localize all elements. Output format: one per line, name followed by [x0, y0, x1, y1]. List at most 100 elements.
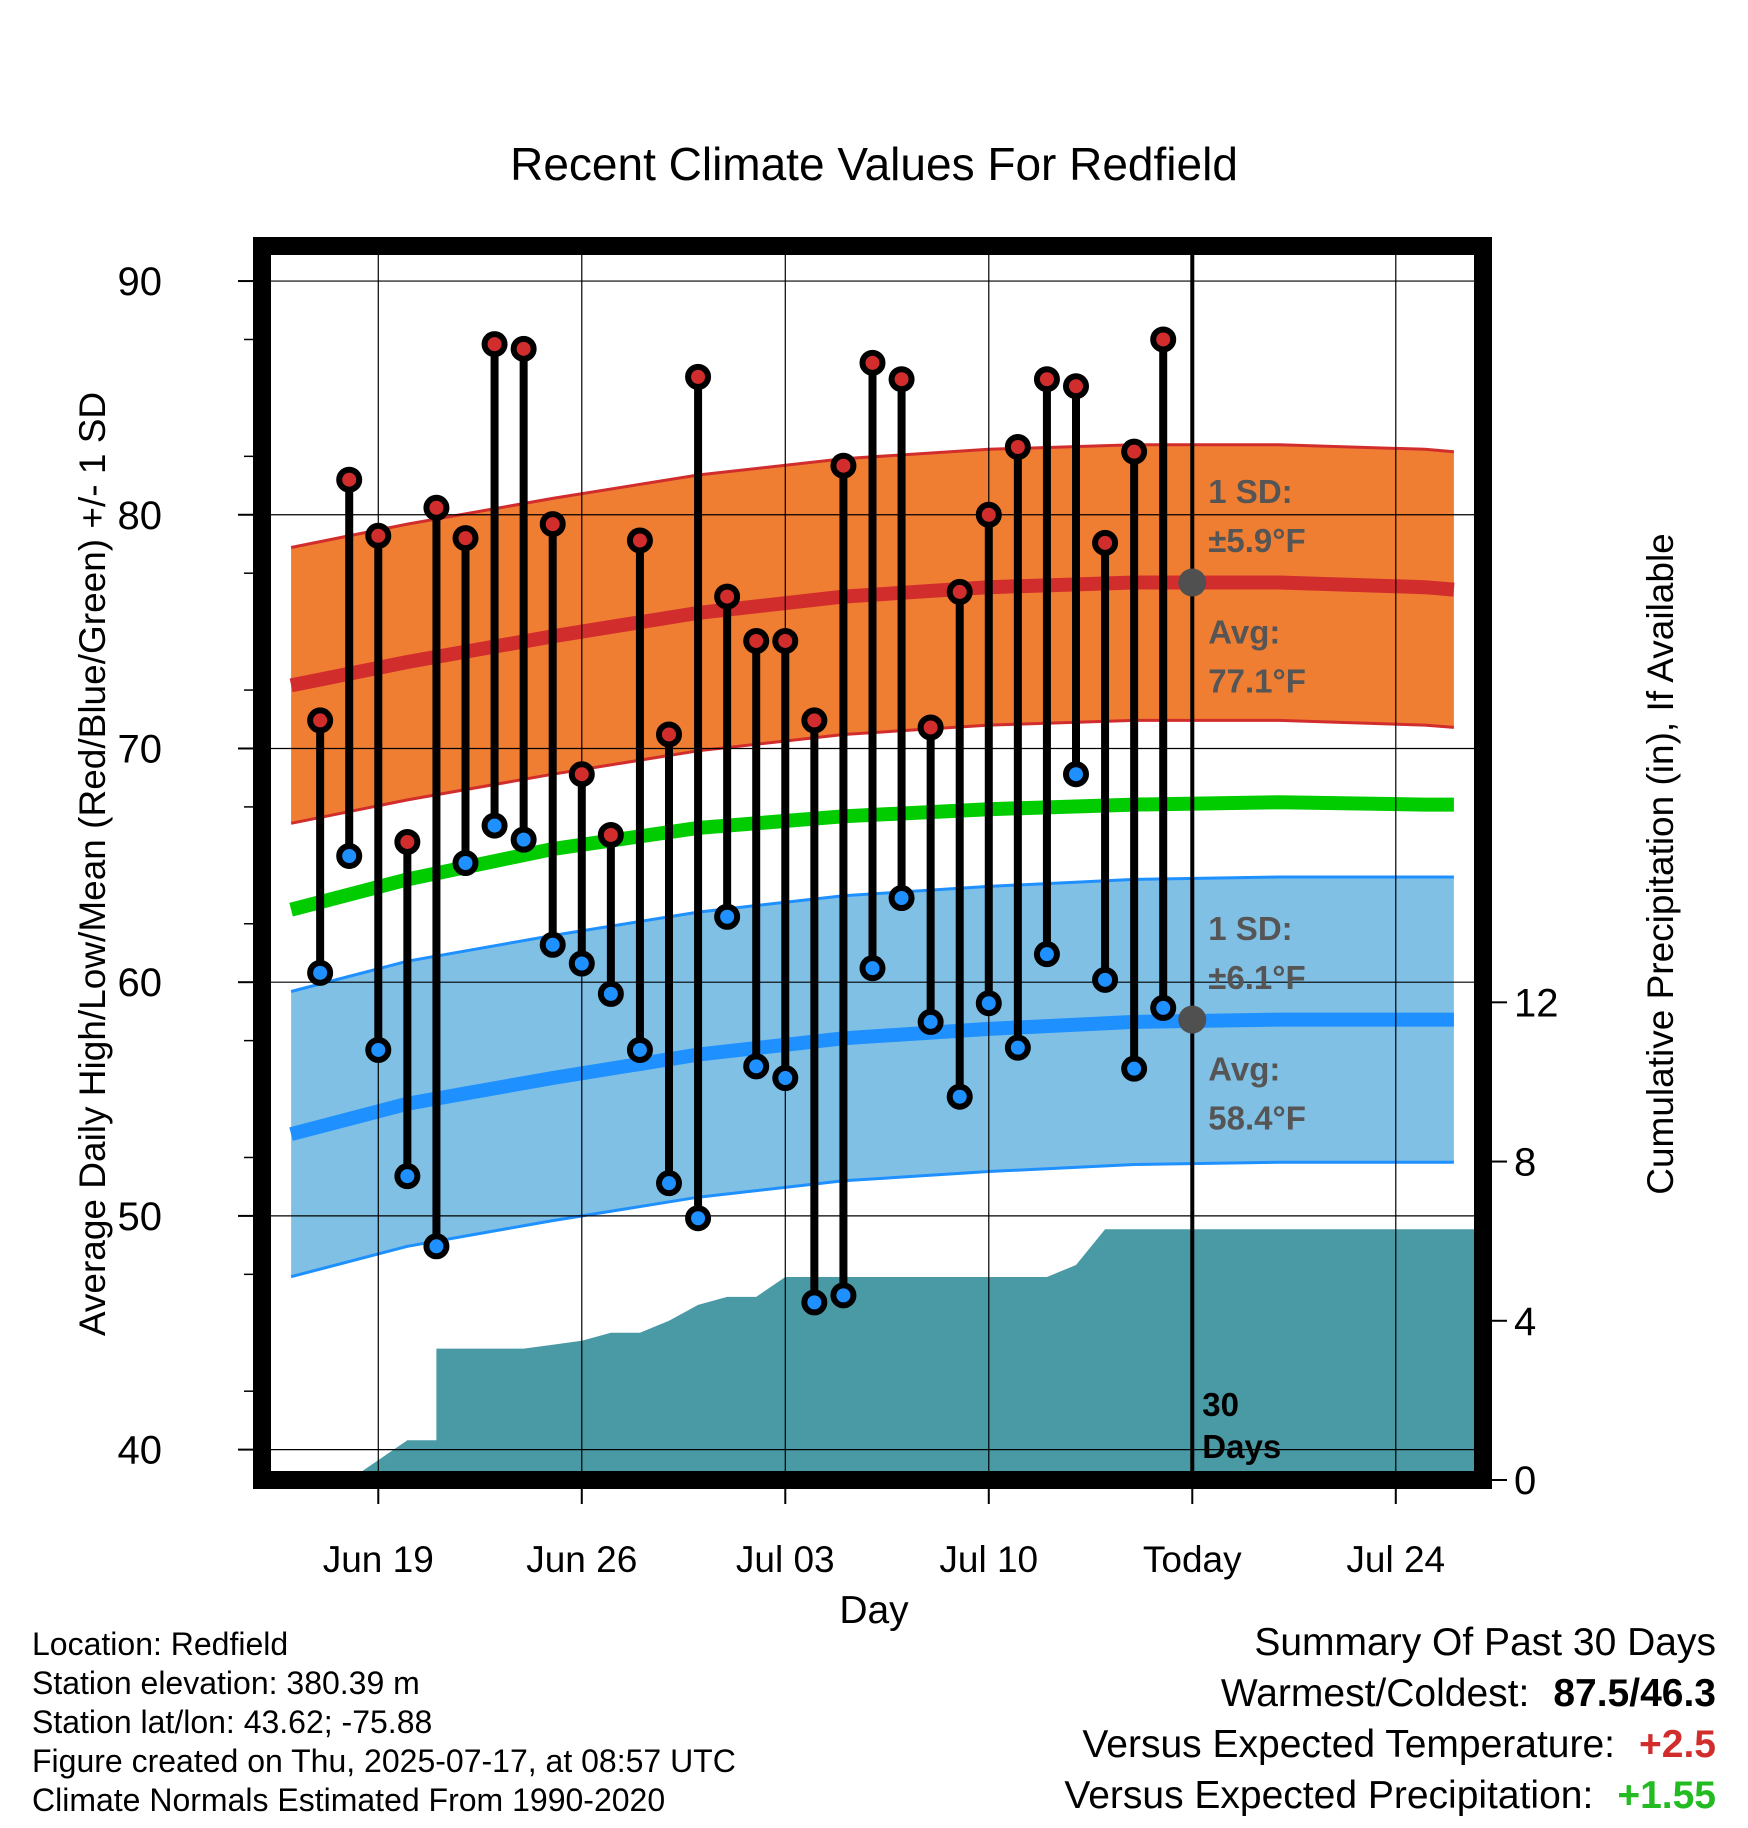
y2-axis-label: Cumulative Precipitation (in), If Availa…	[1640, 533, 1681, 1195]
daily-high-point	[423, 494, 450, 521]
daily-high-point	[510, 335, 537, 362]
daily-low-point	[452, 850, 479, 876]
low-avg-label: Avg:	[1208, 1050, 1280, 1087]
summary-warmest-row: Warmest/Coldest: 87.5/46.3	[1064, 1668, 1716, 1719]
axes: Jun 19 Jun 26 Jul 03 Jul 10 Today Jul 2440506…	[118, 237, 1559, 1580]
daily-low-point	[1121, 1055, 1148, 1082]
warmest-label: Warmest/Coldest:	[1220, 1672, 1530, 1715]
daily-high-point	[1150, 326, 1177, 353]
y-tick-label: 40	[118, 1429, 163, 1473]
daily-low-point	[946, 1083, 973, 1110]
daily-low-point	[801, 1289, 828, 1316]
daily-high-point	[859, 349, 886, 376]
normals-text: Climate Normals Estimated From 1990-2020	[32, 1782, 666, 1818]
y2-tick-label: 12	[1514, 981, 1559, 1025]
daily-high-point	[539, 511, 566, 538]
summary-precip-row: Versus Expected Precipitation: +1.55	[1064, 1770, 1716, 1821]
daily-high-point	[597, 821, 624, 848]
daily-low-point	[539, 931, 566, 958]
daily-low-point	[743, 1053, 770, 1080]
summary-title: Summary Of Past 30 Days	[1254, 1621, 1716, 1664]
daily-low-point	[975, 990, 1002, 1017]
daily-high-point	[1063, 373, 1089, 400]
x-tick-label: Jul 24	[1346, 1539, 1445, 1580]
chart-title: Recent Climate Values For Redfield	[510, 138, 1238, 190]
daily-low-point	[772, 1065, 799, 1092]
daily-high-point	[946, 578, 973, 605]
y2-tick-label: 0	[1514, 1459, 1536, 1503]
precip-anomaly-label: Versus Expected Precipitation:	[1064, 1774, 1594, 1817]
days-count-label: 30	[1202, 1386, 1239, 1423]
x-tick-label: Jul 03	[736, 1539, 835, 1580]
precipitation-area	[262, 1229, 1483, 1480]
daily-low-point	[481, 812, 508, 839]
daily-low-point	[626, 1036, 653, 1063]
high-sd-value: ±5.9°F	[1208, 522, 1305, 559]
temp-anomaly-value: +2.5	[1639, 1723, 1716, 1766]
high-normal-line	[289, 575, 1455, 693]
mean-normal-line	[289, 795, 1454, 917]
y-tick-label: 70	[118, 727, 163, 771]
daily-high-point	[975, 501, 1002, 528]
summary-temp-row: Versus Expected Temperature: +2.5	[1064, 1719, 1716, 1770]
daily-high-point	[917, 714, 944, 741]
y-tick-label: 90	[118, 260, 163, 304]
daily-low-point	[1004, 1034, 1031, 1061]
low-sd-label: 1 SD:	[1208, 910, 1292, 947]
x-tick-label: Jul 10	[939, 1539, 1038, 1580]
daily-low-point	[394, 1163, 421, 1190]
low-sd-lower-edge	[290, 1160, 1454, 1279]
daily-low-point	[1033, 941, 1060, 968]
y2-tick-label: 4	[1514, 1300, 1536, 1344]
daily-low-point	[830, 1282, 857, 1309]
daily-low-point	[888, 885, 915, 912]
latlon-text: Station lat/lon: 43.62; -75.88	[32, 1704, 433, 1740]
daily-high-point	[1092, 529, 1119, 556]
daily-high-point	[685, 363, 712, 390]
daily-high-point	[336, 466, 363, 493]
daily-high-point	[743, 627, 770, 654]
daily-high-point	[1121, 438, 1148, 465]
y-axis-label: Average Daily High/Low/Mean (Red/Blue/Gr…	[72, 392, 113, 1336]
daily-low-point	[1092, 966, 1119, 993]
location-text: Location: Redfield	[32, 1626, 289, 1662]
plot-frame	[253, 237, 1492, 1489]
elevation-text: Station elevation: 380.39 m	[32, 1665, 420, 1701]
daily-high-point	[772, 627, 799, 654]
x-tick-label: Jun 19	[323, 1539, 434, 1580]
high-avg-value: 77.1°F	[1208, 662, 1306, 699]
daily-high-point	[1033, 366, 1060, 393]
days-unit-label: Days	[1202, 1428, 1281, 1465]
plot-clip-group	[262, 246, 1483, 1480]
daily-low-point	[714, 903, 741, 930]
x-tick-label: Jun 26	[526, 1539, 637, 1580]
daily-high-point	[626, 527, 653, 554]
summary-panel: Summary Of Past 30 Days Warmest/Coldest:…	[1064, 1617, 1716, 1821]
plot-area: 1 SD: ±5.9°F Avg: 77.1°F 1 SD: ±6.1°F Avg: 58.4…	[262, 246, 1483, 1480]
created-text: Figure created on Thu, 2025-07-17, at 08…	[32, 1743, 736, 1779]
daily-high-point	[888, 366, 915, 393]
daily-low-point	[1063, 761, 1089, 788]
daily-high-point	[801, 707, 828, 734]
station-info: Location: Redfield Station elevation: 38…	[32, 1625, 736, 1820]
daily-high-point	[568, 761, 595, 788]
daily-high-point	[714, 583, 741, 610]
today-high-normal-marker	[1178, 568, 1207, 597]
daily-low-point	[568, 950, 595, 977]
daily-low-point	[365, 1036, 392, 1063]
daily-low-point	[307, 959, 334, 986]
low-normal-line	[289, 1012, 1454, 1141]
high-sd-lower-edge	[290, 718, 1455, 825]
precip-anomaly-value: +1.55	[1617, 1774, 1716, 1817]
daily-low-point	[597, 980, 624, 1007]
y-tick-label: 50	[118, 1195, 163, 1239]
daily-high-point	[1004, 433, 1031, 460]
daily-high-point	[452, 525, 479, 552]
daily-low-point	[917, 1008, 944, 1035]
low-sd-upper-edge	[290, 875, 1454, 993]
y-tick-label: 80	[118, 494, 163, 538]
daily-high-point	[481, 331, 508, 358]
low-avg-value: 58.4°F	[1208, 1099, 1306, 1136]
daily-high-point	[394, 828, 421, 855]
